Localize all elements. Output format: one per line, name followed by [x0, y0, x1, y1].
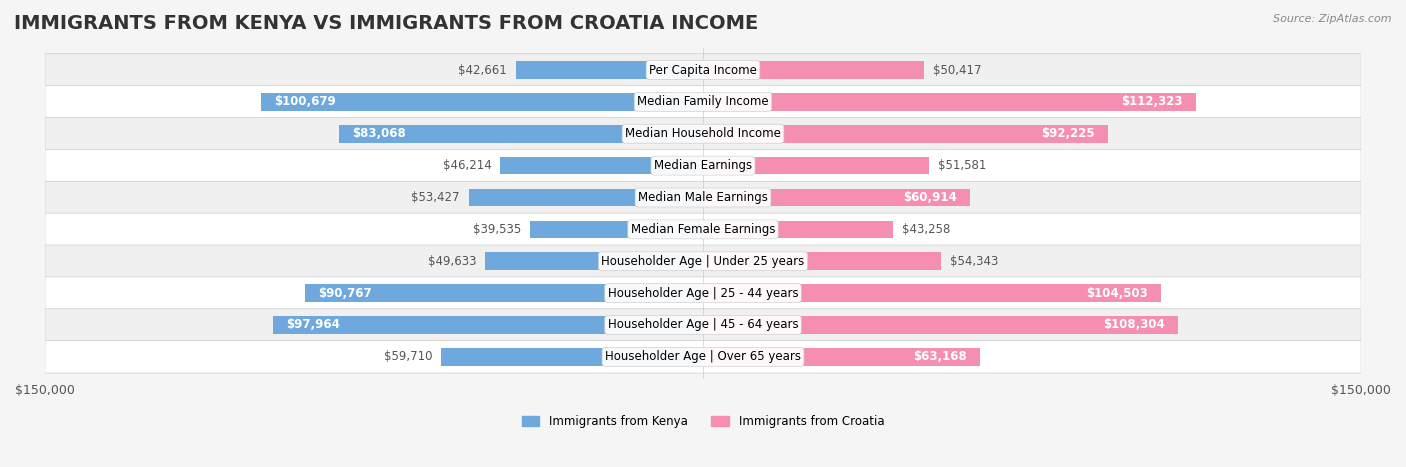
FancyBboxPatch shape [45, 277, 1361, 309]
Text: Per Capita Income: Per Capita Income [650, 64, 756, 77]
Text: $104,503: $104,503 [1087, 287, 1149, 300]
Text: $90,767: $90,767 [318, 287, 371, 300]
Text: $108,304: $108,304 [1104, 318, 1166, 332]
Bar [703, 189, 970, 206]
Text: Householder Age | 25 - 44 years: Householder Age | 25 - 44 years [607, 287, 799, 300]
Bar [703, 93, 1195, 111]
Legend: Immigrants from Kenya, Immigrants from Croatia: Immigrants from Kenya, Immigrants from C… [517, 410, 889, 433]
Text: $53,427: $53,427 [412, 191, 460, 204]
Text: Median Earnings: Median Earnings [654, 159, 752, 172]
Text: $43,258: $43,258 [901, 223, 950, 236]
Text: $59,710: $59,710 [384, 350, 432, 363]
Bar [703, 157, 929, 174]
Bar [485, 253, 703, 270]
Bar [703, 316, 1178, 334]
Text: $83,068: $83,068 [352, 127, 405, 140]
FancyBboxPatch shape [45, 340, 1361, 373]
Bar [703, 61, 924, 79]
Text: Householder Age | 45 - 64 years: Householder Age | 45 - 64 years [607, 318, 799, 332]
FancyBboxPatch shape [45, 85, 1361, 118]
Text: Source: ZipAtlas.com: Source: ZipAtlas.com [1274, 14, 1392, 24]
Text: Median Family Income: Median Family Income [637, 95, 769, 108]
Text: Median Male Earnings: Median Male Earnings [638, 191, 768, 204]
Text: $50,417: $50,417 [934, 64, 981, 77]
Bar [339, 125, 703, 142]
Text: $92,225: $92,225 [1040, 127, 1094, 140]
Text: $42,661: $42,661 [458, 64, 508, 77]
Bar [305, 284, 703, 302]
FancyBboxPatch shape [45, 213, 1361, 246]
Bar [530, 220, 703, 238]
FancyBboxPatch shape [45, 309, 1361, 341]
Bar [703, 253, 942, 270]
Text: Median Female Earnings: Median Female Earnings [631, 223, 775, 236]
Text: $39,535: $39,535 [472, 223, 520, 236]
FancyBboxPatch shape [45, 245, 1361, 277]
Text: $54,343: $54,343 [950, 255, 998, 268]
Bar [703, 125, 1108, 142]
FancyBboxPatch shape [45, 149, 1361, 182]
Text: Householder Age | Under 25 years: Householder Age | Under 25 years [602, 255, 804, 268]
FancyBboxPatch shape [45, 54, 1361, 86]
Text: $112,323: $112,323 [1121, 95, 1182, 108]
Bar [516, 61, 703, 79]
Bar [441, 348, 703, 366]
Text: $60,914: $60,914 [903, 191, 957, 204]
Text: $51,581: $51,581 [938, 159, 987, 172]
Bar [262, 93, 703, 111]
Text: $49,633: $49,633 [427, 255, 477, 268]
Text: $97,964: $97,964 [287, 318, 340, 332]
Bar [703, 284, 1161, 302]
Text: Median Household Income: Median Household Income [626, 127, 780, 140]
Text: IMMIGRANTS FROM KENYA VS IMMIGRANTS FROM CROATIA INCOME: IMMIGRANTS FROM KENYA VS IMMIGRANTS FROM… [14, 14, 758, 33]
Text: $100,679: $100,679 [274, 95, 336, 108]
Text: $63,168: $63,168 [914, 350, 967, 363]
FancyBboxPatch shape [45, 118, 1361, 150]
Bar [703, 220, 893, 238]
Bar [501, 157, 703, 174]
Bar [703, 348, 980, 366]
Text: $46,214: $46,214 [443, 159, 492, 172]
Text: Householder Age | Over 65 years: Householder Age | Over 65 years [605, 350, 801, 363]
Bar [468, 189, 703, 206]
FancyBboxPatch shape [45, 181, 1361, 214]
Bar [273, 316, 703, 334]
